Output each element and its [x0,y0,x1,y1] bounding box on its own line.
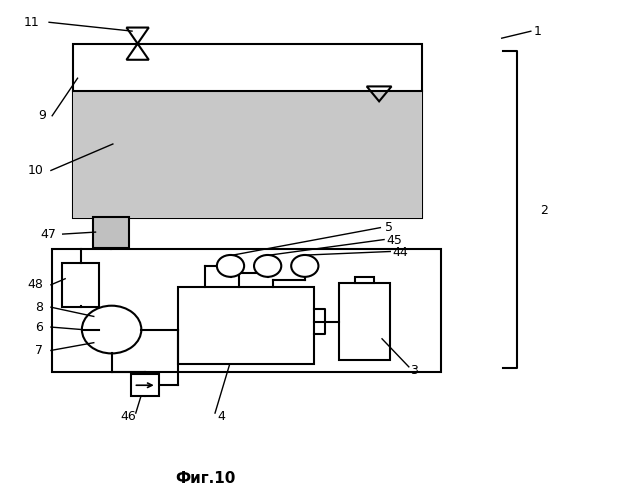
Circle shape [291,255,318,277]
Text: 10: 10 [27,164,44,177]
Text: 7: 7 [35,344,44,357]
Circle shape [254,255,281,277]
Circle shape [217,255,244,277]
Text: 2: 2 [540,204,548,216]
Text: 11: 11 [24,16,40,29]
Text: 9: 9 [38,110,46,122]
Text: 4: 4 [217,410,225,423]
Bar [178,288,314,364]
Text: 3: 3 [410,364,418,377]
Bar [73,90,422,218]
Text: 46: 46 [121,410,136,423]
Bar [339,284,389,360]
Bar [355,277,374,283]
Bar [93,216,129,248]
Text: 45: 45 [386,234,402,246]
Bar [131,374,159,396]
Text: Фиг.10: Фиг.10 [175,471,236,486]
Text: 5: 5 [385,221,393,234]
Bar [62,264,100,307]
Text: 8: 8 [35,300,44,314]
Text: 48: 48 [27,278,44,291]
Text: 47: 47 [40,228,56,240]
Text: 44: 44 [392,246,409,260]
Text: 1: 1 [534,24,542,38]
Text: 6: 6 [35,320,44,334]
Bar [73,44,422,218]
Bar [52,248,441,372]
Circle shape [82,306,141,354]
